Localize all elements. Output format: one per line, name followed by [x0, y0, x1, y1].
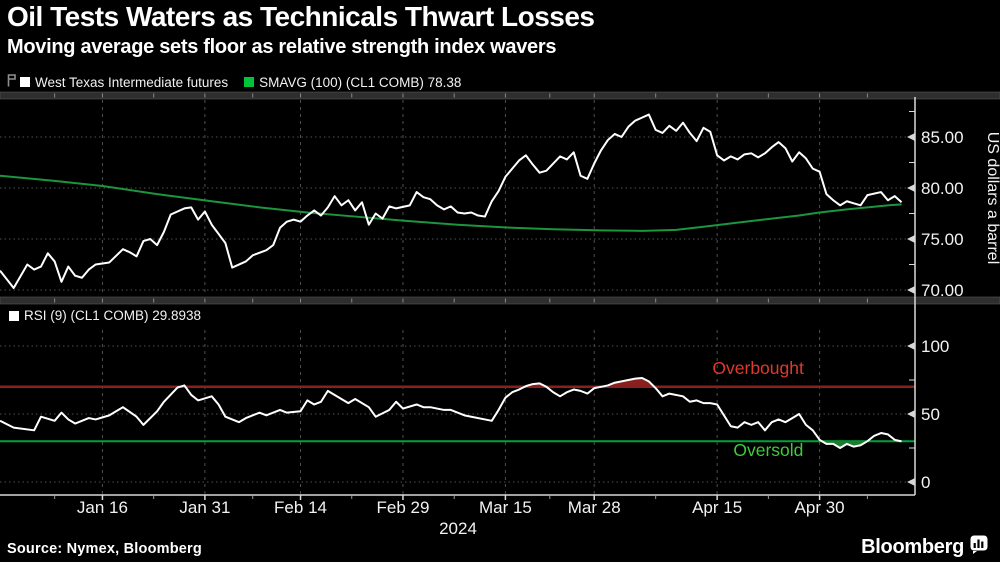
price-axis-tick [907, 235, 915, 243]
chart-pin-icon [7, 74, 16, 90]
panel-tick-strip [0, 296, 1000, 305]
price-axis-tick [907, 184, 915, 192]
x-axis-tick-label: Feb 29 [377, 498, 430, 517]
rsi-axis-tick [907, 342, 915, 350]
rsi-axis-tick [907, 478, 915, 486]
panel-tick-strip [0, 91, 1000, 100]
wti-line [0, 113, 903, 289]
price-panel-legend: West Texas Intermediate futures SMAVG (1… [7, 74, 461, 90]
overbought-fill [601, 377, 655, 387]
x-axis-tick-label: Apr 30 [795, 498, 845, 517]
rsi-axis-tick [907, 410, 915, 418]
source-note: Source: Nymex, Bloomberg [7, 541, 202, 557]
smavg-line [0, 174, 902, 232]
rsi-axis-tick-label: 100 [921, 337, 949, 356]
smavg-legend-label: SMAVG (100) (CL1 COMB) 78.38 [259, 74, 462, 90]
x-axis-tick-label: Mar 15 [479, 498, 532, 517]
price-axis-tick-label: 80.00 [921, 179, 964, 198]
price-axis-title: US dollars a barrel [984, 132, 1000, 265]
rsi-axis-tick-label: 0 [921, 473, 930, 492]
price-axis-tick-label: 75.00 [921, 230, 964, 249]
page-title: Oil Tests Waters as Technicals Thwart Lo… [7, 1, 595, 32]
price-axis-tick-label: 70.00 [921, 281, 964, 300]
smavg-legend-swatch [244, 77, 255, 87]
x-axis-tick-label: Jan 16 [77, 498, 128, 517]
rsi-legend-swatch [9, 310, 19, 321]
x-axis-tick-label: Apr 15 [692, 498, 742, 517]
oversold-label: Oversold [733, 440, 803, 460]
price-axis-tick [907, 133, 915, 141]
overbought-label: Overbought [712, 358, 804, 378]
x-axis-tick-label: Jan 31 [179, 498, 230, 517]
price-axis-tick [907, 286, 915, 294]
bloomberg-wordmark: Bloomberg [861, 536, 964, 558]
bloomberg-logo-icon [970, 535, 988, 560]
rsi-panel-legend: RSI (9) (CL1 COMB) 29.8938 [7, 308, 201, 323]
price-axis-tick-label: 85.00 [921, 128, 964, 147]
wti-legend-swatch [20, 77, 30, 87]
x-axis-year-label: 2024 [439, 519, 477, 538]
rsi-line [0, 376, 902, 449]
rsi-legend-label: RSI (9) (CL1 COMB) 29.8938 [24, 308, 202, 323]
x-axis-tick-label: Mar 28 [568, 498, 621, 517]
x-axis-tick-label: Feb 14 [274, 498, 327, 517]
rsi-axis-tick-label: 50 [921, 405, 940, 424]
bloomberg-brand: Bloomberg [861, 535, 988, 560]
page-subtitle: Moving average sets floor as relative st… [7, 36, 557, 58]
wti-legend-label: West Texas Intermediate futures [35, 74, 229, 90]
